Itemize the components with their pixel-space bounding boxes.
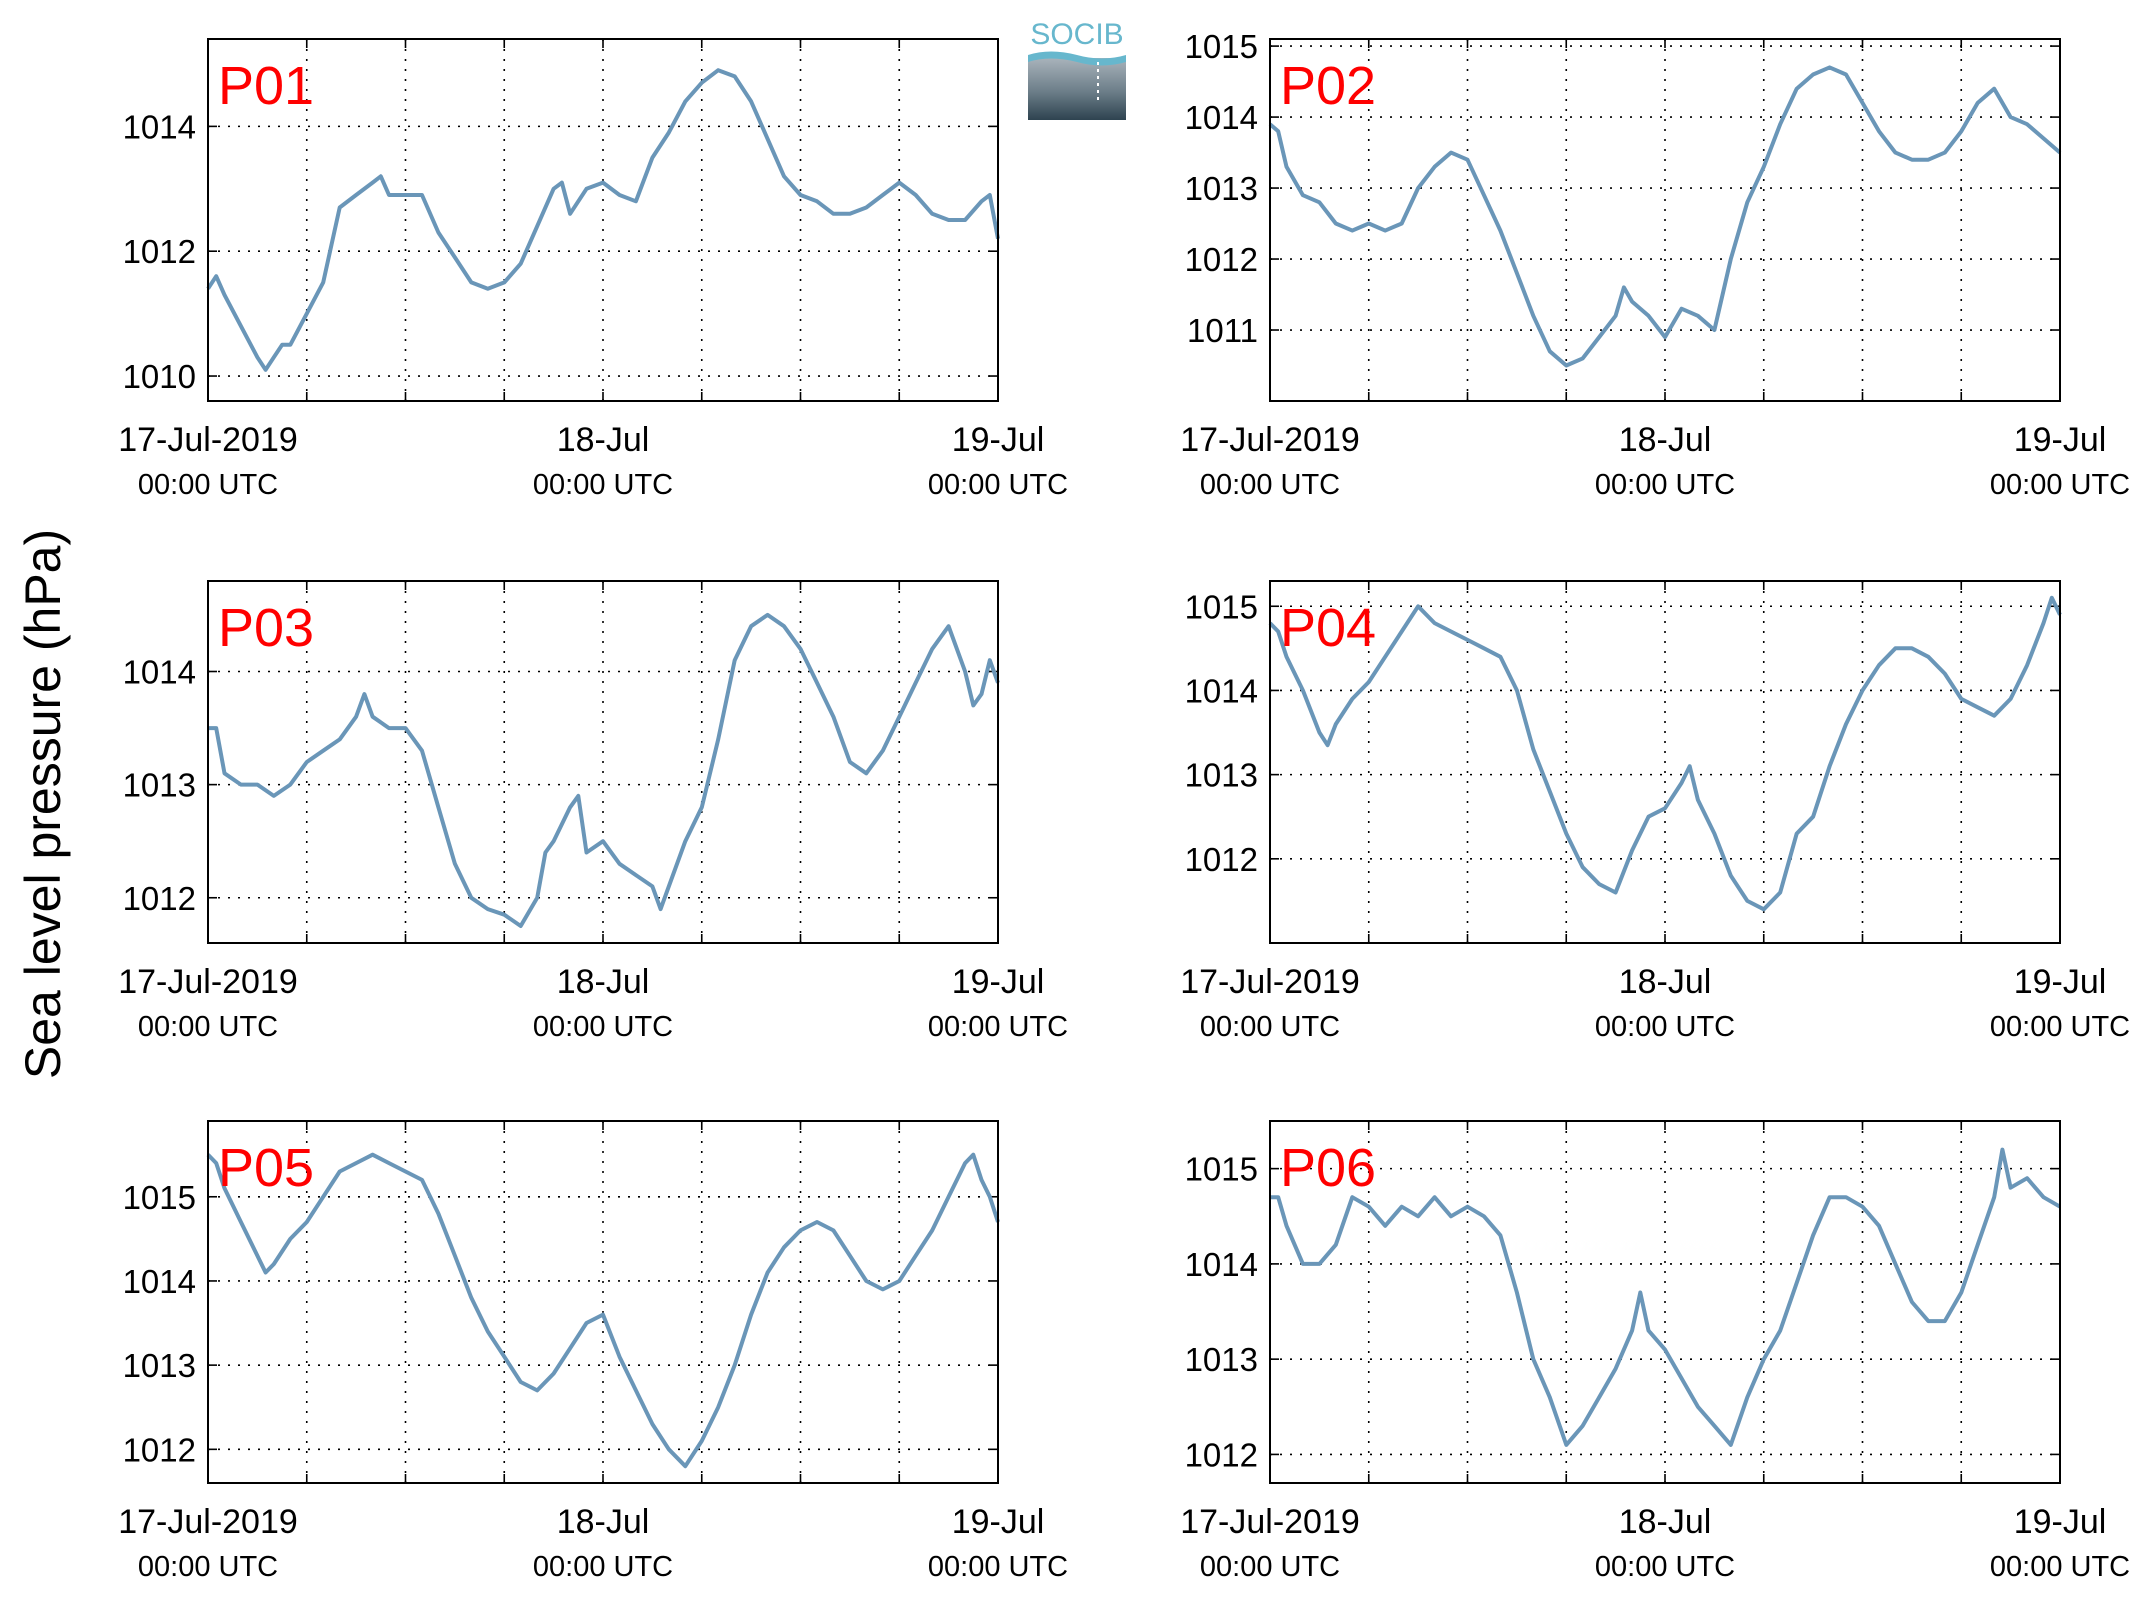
x-tick-label-date: 17-Jul-2019 [118,963,298,1001]
axes-frame [1269,1120,2061,1484]
x-tick-label-time: 00:00 UTC [1595,469,1735,501]
y-tick-label: 1014 [1185,672,1258,709]
x-tick-label-date: 18-Jul [557,963,650,1001]
y-tick-label: 1013 [123,767,196,804]
y-tick-label: 1014 [1185,1246,1258,1283]
x-tick-label-time: 00:00 UTC [1990,1551,2130,1583]
y-tick-label: 1015 [123,1179,196,1216]
x-tick-label-time: 00:00 UTC [1200,1011,1340,1043]
y-tick-label: 1012 [123,880,196,917]
x-tick-label-time: 00:00 UTC [1595,1551,1735,1583]
panel-label: P05 [218,1138,314,1198]
x-tick-label-time: 00:00 UTC [928,1551,1068,1583]
y-tick-label: 1012 [123,1431,196,1468]
x-tick-label-date: 19-Jul [952,421,1045,459]
x-tick-label-date: 17-Jul-2019 [1180,1503,1360,1541]
x-tick-label-date: 19-Jul [952,963,1045,1001]
x-tick-label-time: 00:00 UTC [138,469,278,501]
x-tick-label-date: 19-Jul [2014,421,2107,459]
y-tick-label: 1013 [1185,757,1258,794]
x-tick-label-date: 17-Jul-2019 [118,1503,298,1541]
socib-logo: SOCIB [1028,18,1126,120]
socib-logo-text: SOCIB [1030,18,1123,51]
y-tick-label: 1014 [123,654,196,691]
x-tick-label-date: 19-Jul [2014,963,2107,1001]
y-tick-label: 1014 [123,108,196,145]
panel-p02: 1011 1012 1013 1014 1015 P02 17-Jul-2019 00:00 … [1180,28,2130,501]
panel-p01: 1010 1012 1014 P01 17-Jul-2019 00:00 UTC 18-Ju… [118,38,1068,501]
pressure-series-line [208,612,1000,928]
chart-panels: 1010 1012 1014 P01 17-Jul-2019 00:00 UTC 18-Ju… [118,28,2130,1583]
pressure-series-line [206,1152,1000,1469]
axes-frame [207,38,999,402]
x-tick-label-date: 19-Jul [952,1503,1045,1541]
y-tick-label: 1012 [1185,1436,1258,1473]
x-tick-label-date: 17-Jul-2019 [1180,421,1360,459]
panel-label: P03 [218,598,314,658]
pressure-series-line [1270,1147,2061,1447]
pressure-series-line [1268,595,2062,912]
x-tick-label-date: 19-Jul [2014,1503,2107,1541]
x-tick-label-time: 00:00 UTC [138,1011,278,1043]
y-tick-label: 1013 [123,1347,196,1384]
axes-frame [207,1120,999,1484]
y-tick-label: 1013 [1185,1341,1258,1378]
y-tick-label: 1012 [123,233,196,270]
panel-label: P01 [218,56,314,116]
x-tick-label-time: 00:00 UTC [138,1551,278,1583]
x-tick-label-time: 00:00 UTC [1990,469,2130,501]
panel-p05: 1012 1013 1014 1015 P05 17-Jul-2019 00:00 UTC 1… [118,1120,1068,1583]
x-tick-label-date: 18-Jul [557,421,650,459]
axes-frame [207,580,999,944]
panel-p06: 1012 1013 1014 1015 P06 17-Jul-2019 00:00 UTC 1… [1180,1120,2130,1583]
x-tick-label-time: 00:00 UTC [1595,1011,1735,1043]
pressure-series-line [1268,65,2062,368]
panel-label: P02 [1280,56,1376,116]
x-tick-label-date: 18-Jul [1619,1503,1712,1541]
x-tick-label-time: 00:00 UTC [533,1011,673,1043]
y-tick-label: 1014 [1185,99,1258,136]
y-tick-label: 1015 [1185,588,1258,625]
y-tick-label: 1011 [1187,312,1258,349]
x-tick-label-time: 00:00 UTC [1200,469,1340,501]
panel-label: P04 [1280,598,1376,658]
x-tick-label-time: 00:00 UTC [533,469,673,501]
y-tick-label: 1015 [1185,28,1258,65]
y-tick-label: 1013 [1185,170,1258,207]
y-tick-label: 1012 [1185,841,1258,878]
x-tick-label-time: 00:00 UTC [928,1011,1068,1043]
x-tick-label-time: 00:00 UTC [1200,1551,1340,1583]
x-tick-label-date: 18-Jul [557,1503,650,1541]
panel-p04: 1012 1013 1014 1015 P04 17-Jul-2019 00:00 UTC 1… [1180,580,2130,1043]
panel-label: P06 [1280,1138,1376,1198]
x-tick-label-time: 00:00 UTC [1990,1011,2130,1043]
x-tick-label-time: 00:00 UTC [928,469,1068,501]
x-tick-label-date: 18-Jul [1619,963,1712,1001]
panel-p03: 1012 1013 1014 P03 17-Jul-2019 00:00 UTC 18-Ju… [118,580,1068,1043]
x-tick-label-date: 17-Jul-2019 [1180,963,1360,1001]
x-tick-label-date: 18-Jul [1619,421,1712,459]
y-tick-label: 1014 [123,1263,196,1300]
y-tick-label: 1015 [1185,1151,1258,1188]
x-tick-label-time: 00:00 UTC [533,1551,673,1583]
y-tick-label: 1012 [1185,241,1258,278]
axes-frame [1269,38,2061,402]
y-tick-label: 1010 [123,358,196,395]
axes-frame [1269,580,2061,944]
x-tick-label-date: 17-Jul-2019 [118,421,298,459]
y-axis-label: Sea level pressure (hPa) [15,529,71,1079]
pressure-series-line [206,68,1000,372]
